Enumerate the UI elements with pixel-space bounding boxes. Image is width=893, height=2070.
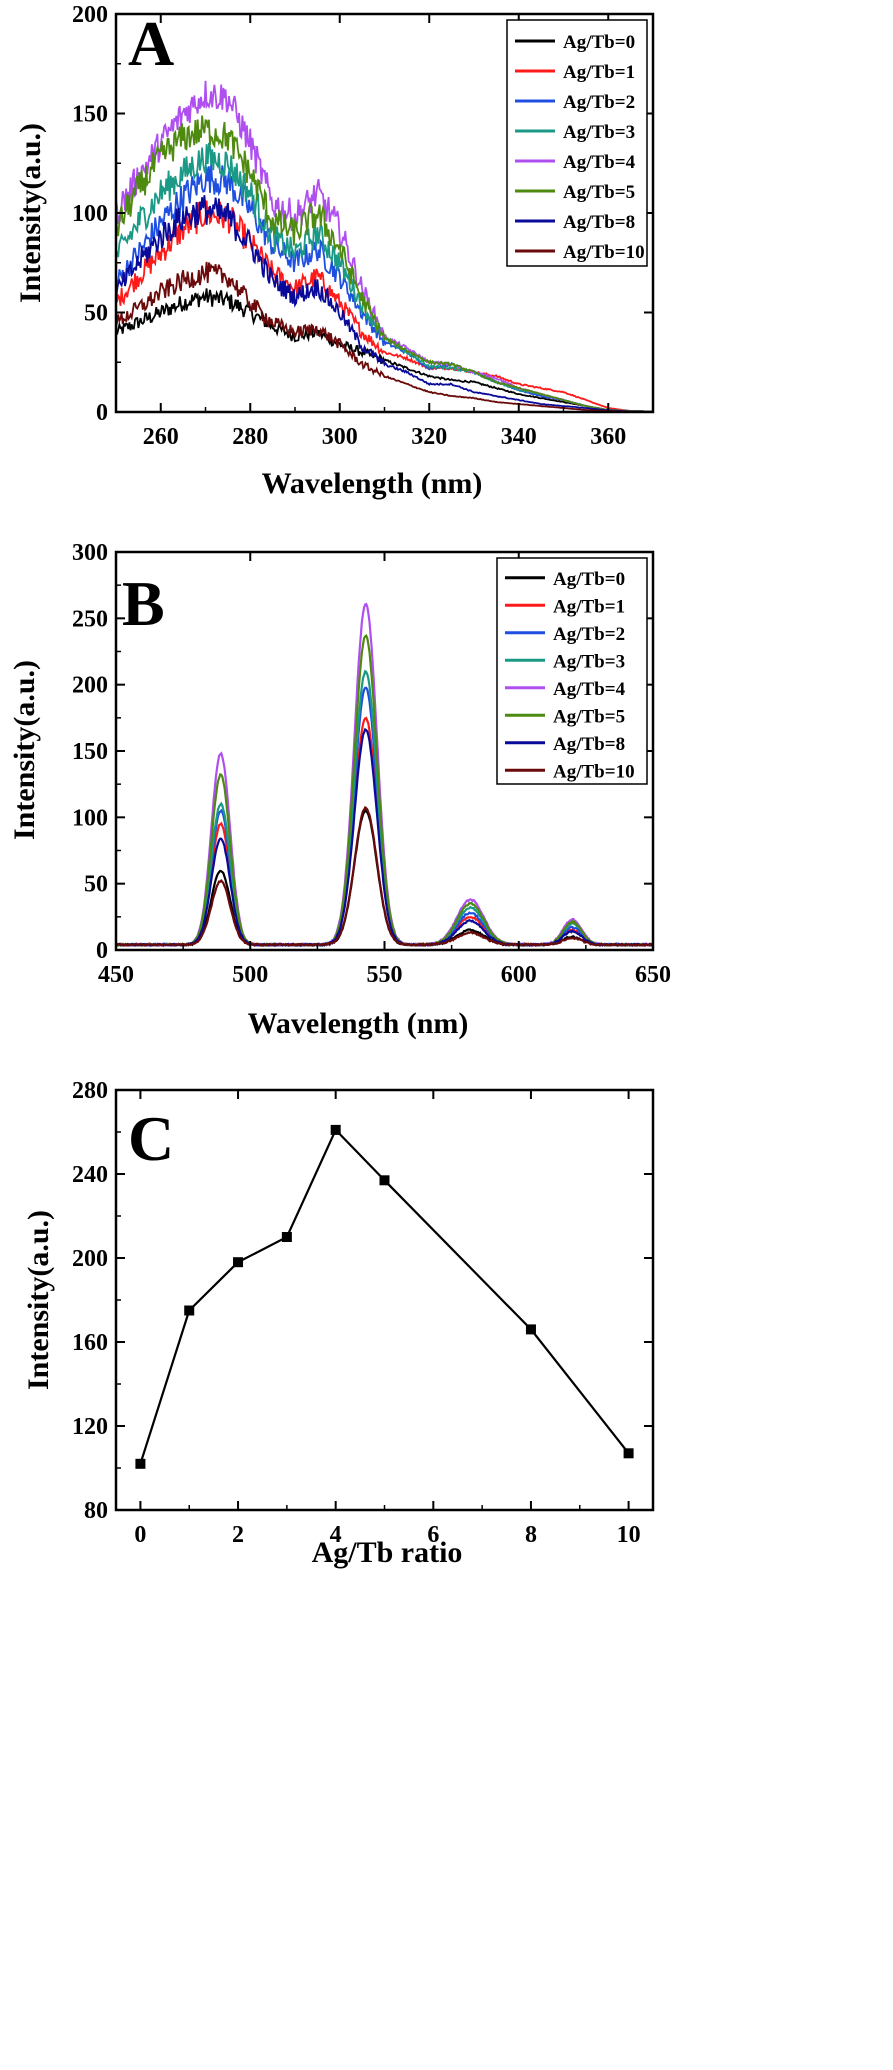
x-tick-label: 4 bbox=[330, 1522, 342, 1548]
legend-label: Ag/Tb=8 bbox=[563, 212, 635, 233]
panel-b-letter: B bbox=[122, 568, 165, 639]
panel-b-ticks: 450 500 550 600 650 0 50 100 150 200 250 300 bbox=[72, 540, 671, 988]
data-point-marker bbox=[525, 1324, 536, 1335]
legend-label: Ag/Tb=10 bbox=[553, 761, 635, 782]
legend-label: Ag/Tb=1 bbox=[563, 62, 635, 83]
series-line bbox=[139, 1127, 630, 1465]
data-point-marker bbox=[184, 1305, 195, 1316]
x-tick-label: 340 bbox=[501, 424, 537, 450]
legend-label: Ag/Tb=10 bbox=[563, 242, 645, 263]
legend-label: Ag/Tb=4 bbox=[553, 679, 626, 700]
series-line bbox=[116, 288, 653, 412]
legend-label: Ag/Tb=8 bbox=[553, 734, 625, 755]
panel-c: 0 2 4 6 8 10 80 120 160 200 240 280 C Ag/Tb ratio I… bbox=[22, 1078, 655, 1569]
panel-a-series bbox=[116, 80, 653, 412]
y-tick-label: 280 bbox=[72, 1078, 108, 1104]
x-tick-label: 550 bbox=[367, 962, 403, 988]
x-tick-label: 320 bbox=[411, 424, 447, 450]
data-point-marker bbox=[379, 1175, 390, 1186]
x-tick-label: 2 bbox=[232, 1522, 244, 1548]
legend-label: Ag/Tb=5 bbox=[563, 182, 635, 203]
y-tick-label: 150 bbox=[72, 739, 108, 765]
x-tick-label: 450 bbox=[98, 962, 134, 988]
series-line bbox=[116, 727, 653, 948]
y-tick-label: 100 bbox=[72, 201, 108, 227]
legend-label: Ag/Tb=1 bbox=[553, 596, 625, 617]
data-point-marker bbox=[233, 1257, 244, 1268]
x-tick-label: 0 bbox=[134, 1522, 146, 1548]
x-tick-label: 600 bbox=[501, 962, 537, 988]
y-tick-label: 50 bbox=[84, 301, 108, 327]
panel-c-letter: C bbox=[128, 1103, 174, 1174]
panel-b-y-axis-label: Intensity(a.u.) bbox=[8, 660, 41, 840]
panel-a-y-axis-label: Intensity(a.u.) bbox=[14, 123, 47, 303]
legend-label: Ag/Tb=2 bbox=[553, 624, 625, 645]
y-tick-label: 0 bbox=[96, 400, 108, 426]
series-line bbox=[116, 195, 653, 412]
y-tick-label: 120 bbox=[72, 1414, 108, 1440]
legend-box bbox=[506, 19, 648, 267]
legend-label: Ag/Tb=3 bbox=[563, 122, 635, 143]
y-tick-label: 0 bbox=[96, 938, 108, 964]
panel-c-y-axis-label: Intensity(a.u.) bbox=[22, 1210, 55, 1390]
x-tick-label: 300 bbox=[322, 424, 358, 450]
legend-box bbox=[496, 557, 648, 785]
x-tick-label: 650 bbox=[635, 962, 671, 988]
panel-c-series bbox=[135, 1124, 634, 1469]
y-tick-label: 80 bbox=[84, 1498, 108, 1524]
panel-a-ticks: 260 280 300 320 340 360 0 50 100 150 200 bbox=[72, 2, 654, 450]
y-tick-label: 250 bbox=[72, 606, 108, 632]
legend-label: Ag/Tb=4 bbox=[563, 152, 636, 173]
legend-label: Ag/Tb=0 bbox=[553, 569, 625, 590]
panel-b-x-axis-label: Wavelength (nm) bbox=[248, 1007, 469, 1040]
panel-b: 450 500 550 600 650 0 50 100 150 200 250 300 B Wave… bbox=[8, 540, 671, 1040]
panel-c-x-axis-label: Ag/Tb ratio bbox=[312, 1536, 463, 1569]
legend-label: Ag/Tb=2 bbox=[563, 92, 635, 113]
data-point-marker bbox=[281, 1232, 292, 1242]
x-tick-label: 500 bbox=[232, 962, 268, 988]
y-tick-label: 200 bbox=[72, 673, 108, 699]
y-tick-label: 160 bbox=[72, 1330, 108, 1356]
panel-b-legend: Ag/Tb=0 Ag/Tb=1 Ag/Tb=2 Ag/Tb=3 Ag/Tb=4 Ag/Tb… bbox=[496, 557, 648, 785]
series-line bbox=[116, 115, 653, 412]
panel-c-frame bbox=[114, 1088, 655, 1512]
x-tick-label: 6 bbox=[427, 1522, 439, 1548]
data-point-marker bbox=[135, 1458, 146, 1469]
panel-b-series bbox=[116, 602, 653, 948]
panel-a-legend: Ag/Tb=0 Ag/Tb=1 Ag/Tb=2 Ag/Tb=3 Ag/Tb=4 Ag/Tb… bbox=[506, 19, 648, 267]
y-tick-label: 200 bbox=[72, 2, 108, 28]
panel-c-ticks: 0 2 4 6 8 10 80 120 160 200 240 280 bbox=[72, 1078, 653, 1548]
y-tick-label: 100 bbox=[72, 805, 108, 831]
data-point-marker bbox=[623, 1448, 634, 1459]
x-tick-label: 260 bbox=[143, 424, 179, 450]
y-tick-label: 300 bbox=[72, 540, 108, 566]
data-point-marker bbox=[330, 1124, 341, 1135]
x-tick-label: 360 bbox=[590, 424, 626, 450]
series-line bbox=[116, 634, 653, 948]
y-tick-label: 200 bbox=[72, 1246, 108, 1272]
panel-a: 260 280 300 320 340 360 0 50 100 150 200 A Wavelen… bbox=[14, 2, 655, 500]
x-tick-label: 10 bbox=[617, 1522, 641, 1548]
panel-a-x-axis-label: Wavelength (nm) bbox=[262, 467, 483, 500]
y-tick-label: 240 bbox=[72, 1162, 108, 1188]
legend-label: Ag/Tb=0 bbox=[563, 32, 635, 53]
x-tick-label: 280 bbox=[232, 424, 268, 450]
y-tick-label: 50 bbox=[84, 872, 108, 898]
y-tick-label: 150 bbox=[72, 102, 108, 128]
panel-a-letter: A bbox=[128, 8, 174, 79]
legend-label: Ag/Tb=3 bbox=[553, 651, 625, 672]
x-tick-label: 8 bbox=[525, 1522, 537, 1548]
series-line bbox=[116, 805, 653, 948]
legend-label: Ag/Tb=5 bbox=[553, 706, 625, 727]
